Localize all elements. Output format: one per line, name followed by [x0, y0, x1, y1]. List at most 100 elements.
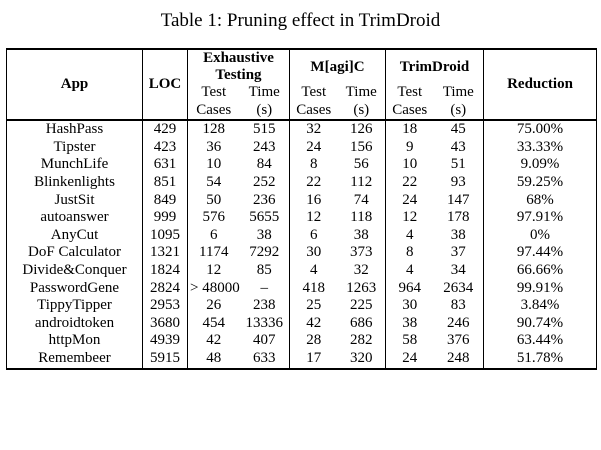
header-app: App [6, 47, 143, 122]
magic-time-cell: 282 [337, 332, 386, 350]
reduction-cell: 0% [483, 226, 598, 245]
reduction-cell: 59.25% [483, 173, 598, 192]
trimdroid-test-cases-cell: 4 [406, 226, 414, 243]
exhaustive-time-cell: 236 [239, 191, 290, 210]
exhaustive-test-cases-cell: 454 [202, 314, 226, 331]
trimdroid-test-cases-cell: 12 [402, 209, 418, 226]
reduction-cell: 68% [483, 191, 598, 210]
trimdroid-time-cell: 178 [433, 209, 485, 227]
trimdroid-test-cases-cell: 30 [402, 297, 418, 314]
exhaustive-time-cell: 252 [239, 173, 290, 192]
reduction-cell: 51.78% [483, 349, 598, 370]
exhaustive-test-cases-cell: 12 [206, 261, 222, 278]
exhaustive-time-cell: 5655 [239, 209, 290, 227]
exhaustive-test-cases-cell: 576 [202, 209, 226, 226]
exhaustive-time-cell: 13336 [239, 314, 290, 333]
exhaustive-test-cases-cell: 6 [210, 226, 218, 243]
trimdroid-time-cell: 246 [433, 314, 485, 333]
exhaustive-test-cases-cell: 1174 [199, 244, 229, 261]
header-td-test: Test [397, 84, 423, 100]
magic-time-cell: 56 [337, 156, 386, 174]
trimdroid-test-cases-cell: 22 [402, 173, 418, 190]
header-td-time: Time [433, 84, 485, 102]
magic-test-cases-cell: 6 [310, 226, 318, 243]
loc-cell: 423 [142, 138, 188, 157]
magic-time-cell: 320 [337, 349, 386, 370]
trimdroid-test-cases-cell: 18 [402, 121, 418, 138]
trimdroid-test-cases-cell: 38 [402, 314, 418, 331]
magic-test-cases-cell: 30 [306, 244, 322, 261]
magic-time-cell: 74 [337, 191, 386, 210]
header-td-s: (s) [433, 101, 485, 122]
app-cell: HashPass [6, 120, 143, 139]
table-row: autoanswer 999 576 5655 12 118 12 178 97.91% [6, 209, 598, 227]
trimdroid-time-cell: 37 [433, 244, 485, 262]
header-mg-time: Time [337, 84, 386, 102]
magic-time-cell: 156 [337, 138, 386, 157]
reduction-cell: 99.91% [483, 279, 598, 298]
magic-test-cases-cell: 32 [306, 121, 322, 138]
magic-time-cell: 112 [337, 173, 386, 192]
header-row-2: Test Time Test Time Test Time [7, 84, 597, 102]
magic-test-cases-cell: 28 [306, 332, 322, 349]
header-magic: M[agi]C [289, 48, 386, 84]
pruning-table: App LOC Exhaustive Testing M[agi]C TrimD… [6, 47, 598, 370]
trimdroid-time-cell: 376 [433, 332, 485, 350]
exhaustive-time-cell: 407 [239, 332, 290, 350]
trimdroid-test-cases-cell: 8 [406, 244, 414, 261]
header-ex-time: Time [239, 84, 290, 102]
reduction-cell: 97.44% [483, 244, 598, 262]
exhaustive-test-cases-cell: 42 [206, 332, 222, 349]
app-cell: Remembeer [6, 349, 143, 370]
header-ex-s: (s) [239, 101, 290, 122]
magic-time-cell: 32 [337, 261, 386, 280]
magic-test-cases-cell: 8 [310, 156, 318, 173]
app-cell: Blinkenlights [6, 173, 143, 192]
table-row: DoF Calculator 1321 1174 7292 30 373 8 37 97.44% [6, 244, 598, 262]
loc-cell: 1824 [142, 261, 188, 280]
header-row-1: App LOC Exhaustive Testing M[agi]C TrimD… [6, 47, 598, 122]
exhaustive-time-cell: 633 [239, 349, 290, 370]
header-loc: LOC [142, 47, 188, 122]
trimdroid-test-cases-cell: 4 [406, 261, 414, 278]
exhaustive-time-cell: 38 [239, 226, 290, 245]
app-cell: PasswordGene [6, 279, 143, 298]
table-caption: Table 1: Pruning effect in TrimDroid [160, 10, 441, 31]
loc-cell: 4939 [142, 332, 188, 350]
app-cell: DoF Calculator [6, 244, 143, 262]
magic-test-cases-cell: 25 [306, 297, 322, 314]
app-cell: autoanswer [6, 209, 143, 227]
exhaustive-test-cases-cell: 36 [206, 138, 222, 155]
loc-cell: 429 [142, 120, 188, 139]
reduction-cell: 9.09% [483, 156, 598, 174]
trimdroid-time-cell: 83 [433, 297, 485, 315]
loc-cell: 5915 [142, 349, 188, 370]
trimdroid-time-cell: 38 [433, 226, 485, 245]
trimdroid-test-cases-cell: 24 [385, 349, 434, 370]
table-row: Tipster 423 36 243 24 156 9 43 33.33% [6, 138, 598, 157]
reduction-cell: 3.84% [483, 297, 598, 315]
table-row: HashPass 429 128 515 32 126 18 45 75.00% [6, 120, 598, 139]
app-cell: JustSit [6, 191, 143, 210]
reduction-cell: 63.44% [483, 332, 598, 350]
exhaustive-test-cases-cell: 128 [202, 121, 226, 138]
header-mg-cases: Cases [289, 101, 338, 122]
header-td-cases: Cases [385, 101, 434, 122]
magic-test-cases-cell: 22 [306, 173, 322, 190]
header-row-3: Cases (s) Cases (s) Cases (s) [7, 101, 597, 122]
table-row: androidtoken 3680 454 13336 42 686 38 246 90.74% [6, 314, 598, 333]
table-row: Blinkenlights 851 54 252 22 112 22 93 59.25% [6, 173, 598, 192]
table-row: AnyCut 1095 6 38 6 38 4 38 0% [6, 226, 598, 245]
app-cell: MunchLife [6, 156, 143, 174]
exhaustive-test-cases-cell: 26 [206, 297, 222, 314]
trimdroid-time-cell: 248 [433, 349, 485, 370]
reduction-cell: 97.91% [483, 209, 598, 227]
table-row: JustSit 849 50 236 16 74 24 147 68% [6, 191, 598, 210]
exhaustive-test-cases-cell: 48 [187, 349, 240, 370]
loc-cell: 1095 [142, 226, 188, 245]
magic-test-cases-cell: 42 [306, 314, 322, 331]
table-row: MunchLife 631 10 84 8 56 10 51 9.09% [6, 156, 598, 174]
exhaustive-time-cell: 84 [239, 156, 290, 174]
exhaustive-time-cell: 85 [239, 261, 290, 280]
app-cell: httpMon [6, 332, 143, 350]
